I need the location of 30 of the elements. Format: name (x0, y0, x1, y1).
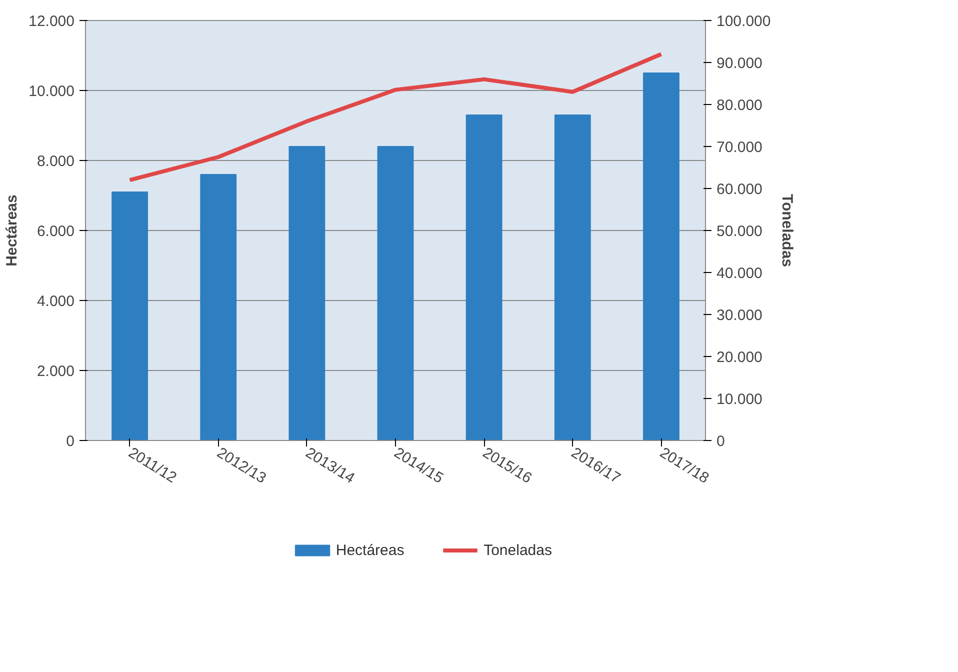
y-tick-label: 4.000 (36, 293, 75, 310)
y2-tick-label: 80.000 (716, 97, 762, 114)
line-series (128, 52, 664, 182)
y2-tick-label: 40.000 (716, 265, 762, 282)
y2-axis-title: Toneladas (778, 194, 796, 268)
bar (288, 146, 326, 440)
y2-tick-label: 60.000 (716, 181, 762, 198)
y2-tick-label: 30.000 (716, 307, 762, 324)
y2-tick-label: 20.000 (716, 349, 762, 366)
y2-tick-label: 10.000 (716, 391, 762, 408)
y2-tick-label: 100.000 (716, 13, 771, 30)
y2-tick-label: 0 (716, 433, 725, 450)
bar (466, 114, 502, 440)
bar (200, 174, 237, 440)
y-tick-label: 2.000 (36, 363, 75, 380)
legend-label: Hectáreas (336, 542, 404, 559)
bar (643, 72, 680, 440)
y-tick-label: 0 (66, 433, 74, 450)
y-tick-label: 8.000 (36, 153, 75, 170)
y-tick-label: 10.000 (28, 83, 75, 100)
y-tick-label: 12.000 (28, 13, 75, 30)
bar (377, 146, 414, 440)
y-axis-title: Hectáreas (4, 194, 21, 266)
y-tick-label: 6.000 (36, 223, 75, 240)
bar (112, 192, 148, 440)
y2-tick-label: 90.000 (716, 55, 762, 72)
legend-label: Toneladas (484, 542, 552, 559)
bar (554, 114, 591, 440)
y2-tick-label: 50.000 (716, 223, 762, 240)
y2-tick-label: 70.000 (716, 139, 762, 156)
